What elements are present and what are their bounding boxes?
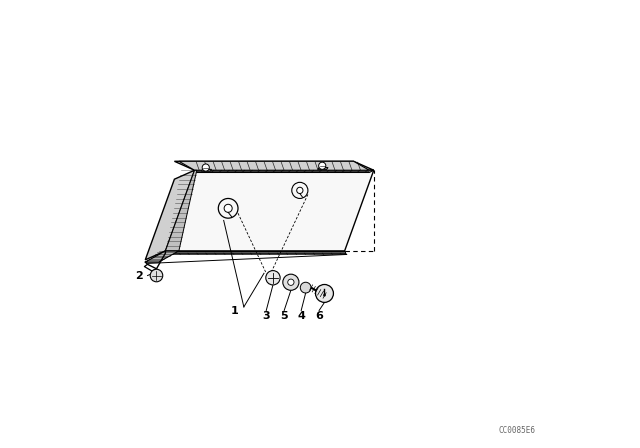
Circle shape [288, 279, 294, 285]
Text: 3: 3 [262, 311, 270, 321]
Circle shape [323, 294, 326, 297]
Circle shape [297, 187, 303, 194]
Circle shape [283, 274, 299, 290]
Circle shape [224, 204, 232, 212]
Text: 5: 5 [280, 311, 288, 321]
Text: 6: 6 [315, 311, 323, 321]
Polygon shape [145, 170, 195, 260]
Polygon shape [174, 161, 374, 170]
Circle shape [300, 282, 311, 293]
Circle shape [150, 269, 163, 282]
Circle shape [316, 284, 333, 302]
Polygon shape [317, 168, 328, 169]
Polygon shape [179, 161, 369, 170]
Polygon shape [165, 251, 345, 253]
Polygon shape [165, 170, 197, 251]
Polygon shape [202, 169, 212, 171]
Polygon shape [145, 251, 179, 262]
Circle shape [202, 164, 209, 171]
Circle shape [266, 271, 280, 285]
Polygon shape [165, 170, 374, 251]
Text: 1: 1 [231, 306, 239, 316]
Circle shape [319, 162, 326, 169]
Text: CC0085E6: CC0085E6 [498, 426, 535, 435]
Polygon shape [197, 171, 370, 172]
Polygon shape [195, 170, 374, 172]
Text: 2: 2 [134, 271, 143, 280]
Text: 4: 4 [297, 311, 305, 321]
Polygon shape [165, 253, 347, 254]
